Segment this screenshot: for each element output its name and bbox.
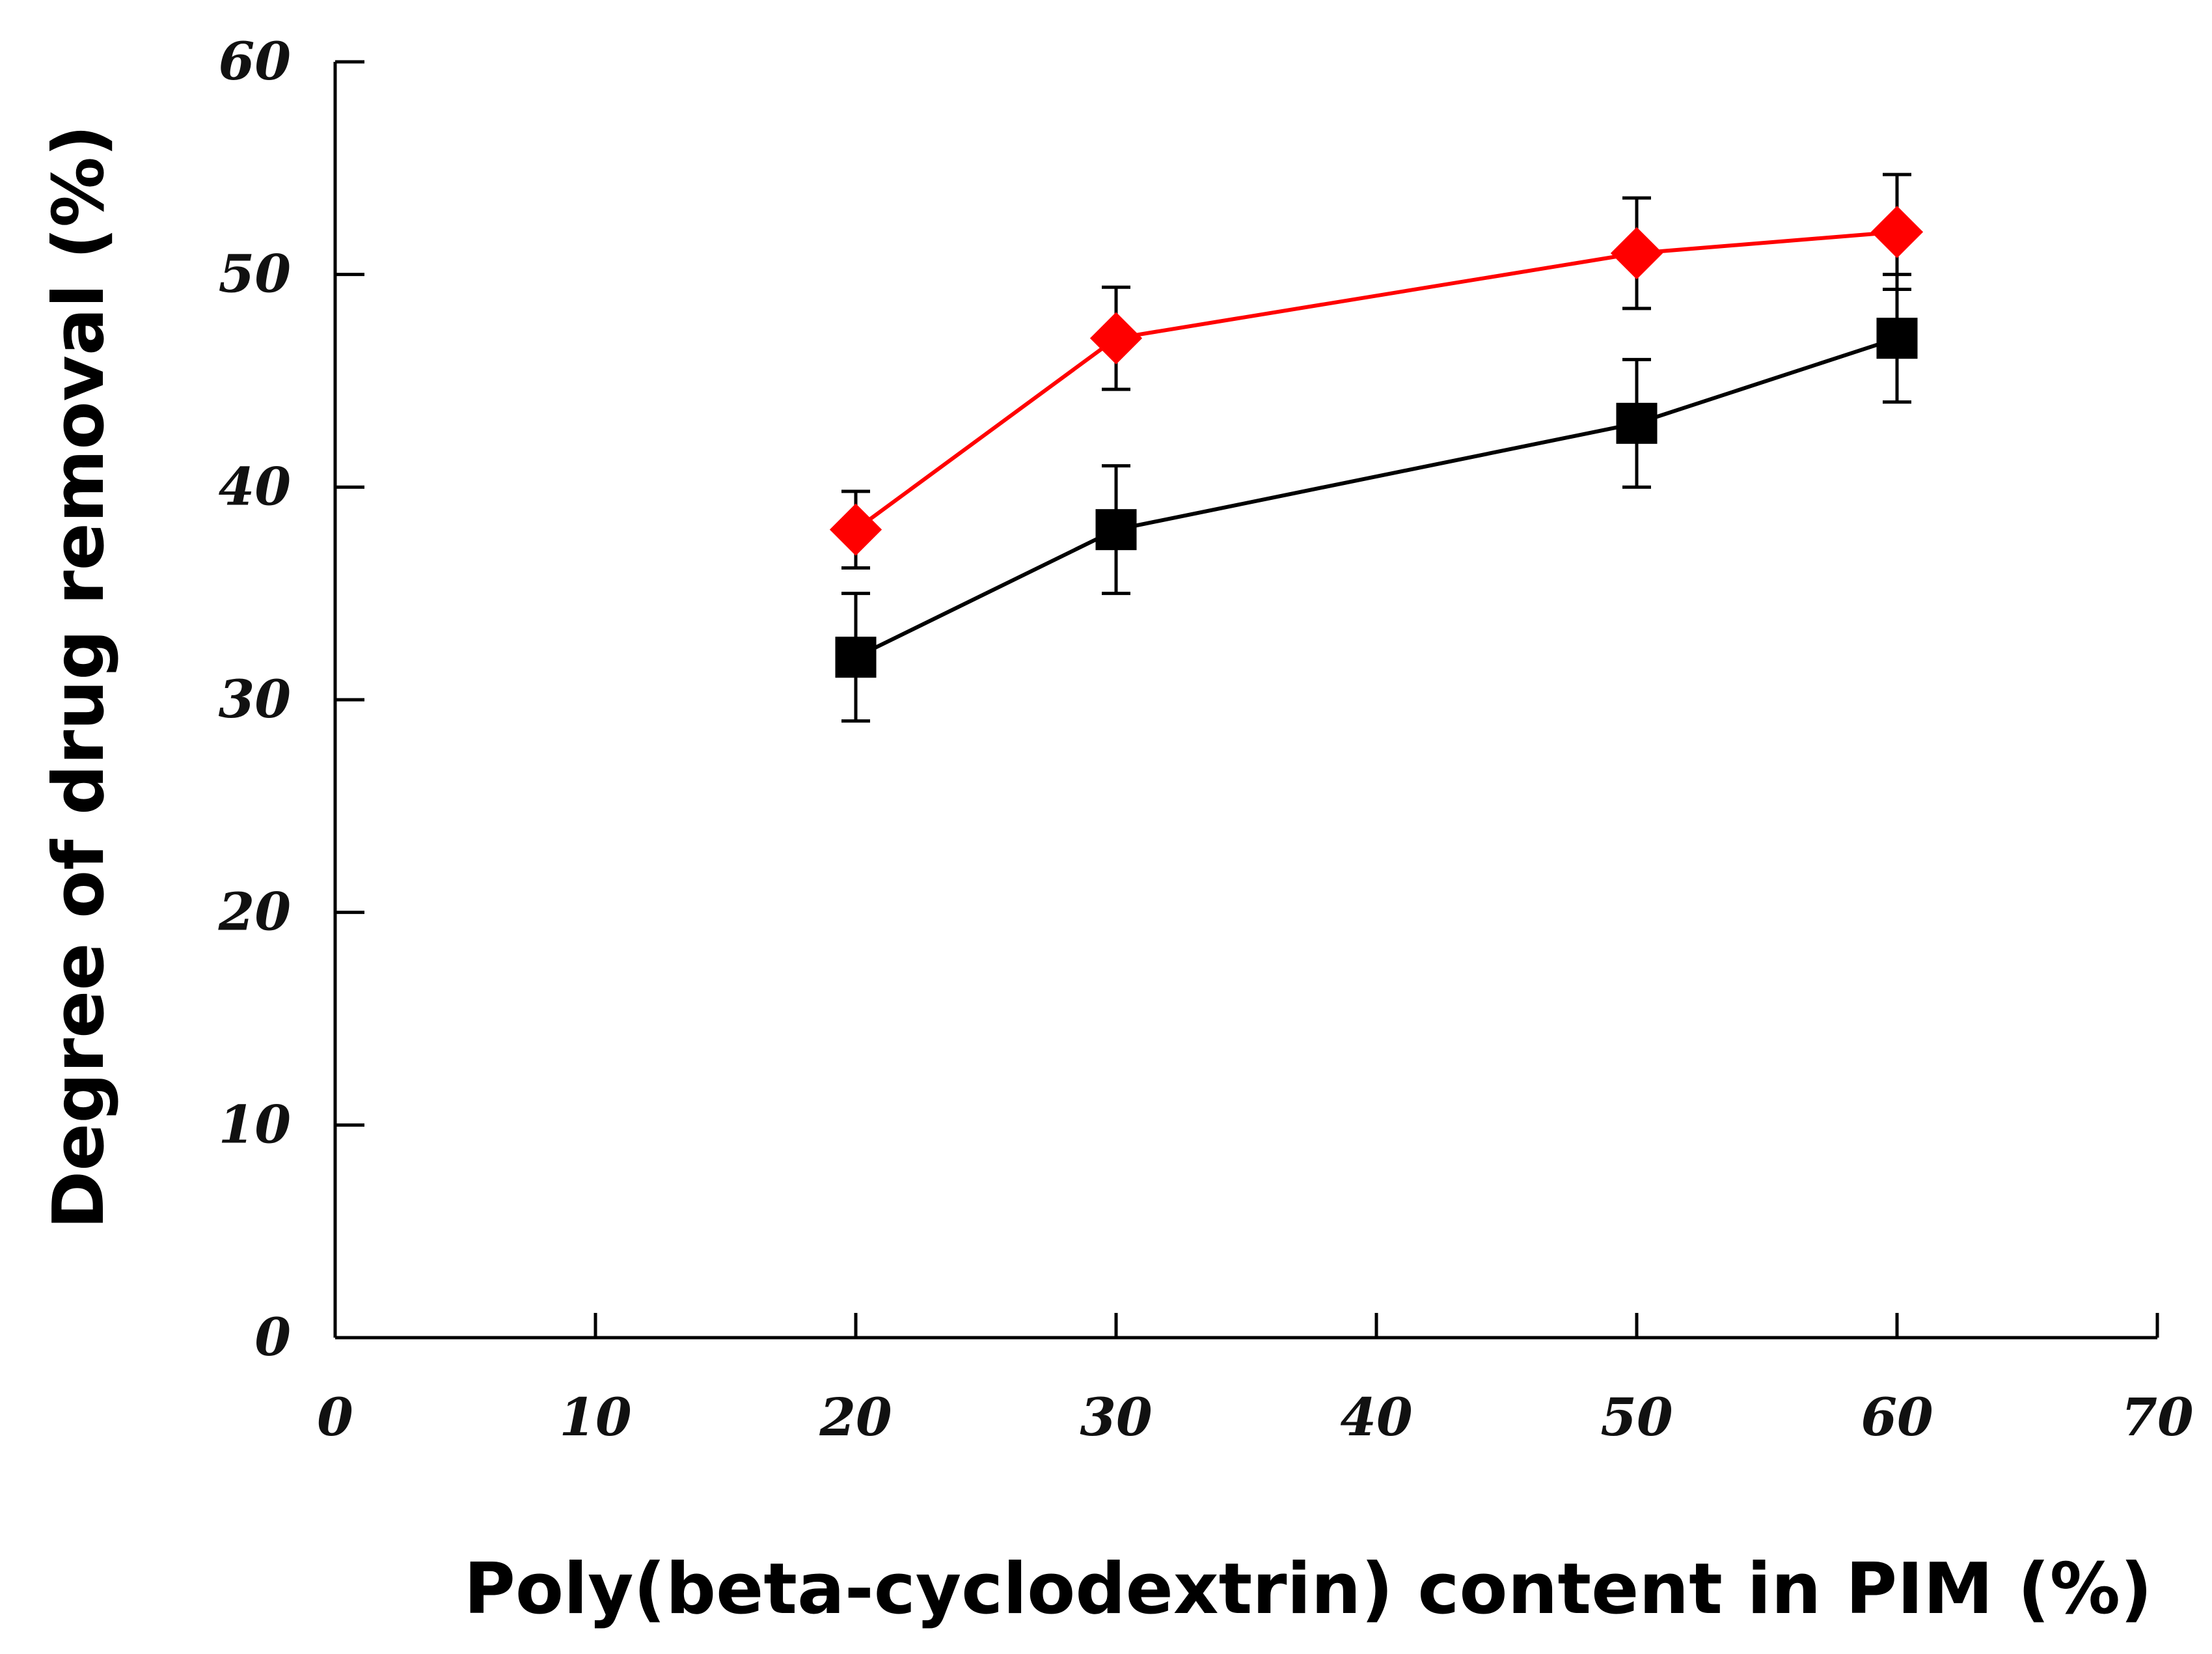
data-point-diamond	[829, 503, 882, 556]
y-axis-title: Degree of drug removal (%)	[38, 125, 120, 1230]
data-point-diamond	[1870, 206, 1924, 258]
x-axis-title: Poly(beta-cyclodextrin) content in PIM (…	[464, 1549, 2153, 1630]
y-tick-label: 10	[219, 1094, 291, 1155]
data-point-square	[1876, 318, 1918, 359]
x-tick-label: 50	[1600, 1386, 1673, 1448]
series-layer	[829, 172, 1924, 723]
data-point-square	[835, 637, 877, 678]
y-ticks: 0 10 20 30 40 50 60	[218, 31, 364, 1368]
x-tick-label: 70	[2121, 1386, 2193, 1448]
data-point-square	[1095, 509, 1137, 551]
red-diamond-series-line	[854, 230, 1898, 532]
red-diamond-series	[829, 172, 1924, 570]
x-tick-label: 20	[819, 1386, 892, 1448]
y-tick-label: 60	[219, 31, 291, 92]
x-tick-label: 40	[1340, 1386, 1412, 1448]
data-point-square	[1616, 402, 1658, 444]
black-square-series-line	[854, 336, 1898, 659]
black-square-series	[835, 273, 1918, 723]
y-tick-label: 30	[219, 668, 291, 730]
data-point-diamond	[1610, 227, 1663, 280]
x-tick-label: 30	[1080, 1386, 1152, 1448]
y-tick-label: 20	[218, 881, 291, 943]
x-tick-label: 60	[1861, 1386, 1933, 1448]
y-tick-label: 40	[219, 456, 291, 517]
x-ticks: 0 10 20 30 40 50 60 70	[317, 1313, 2194, 1448]
y-tick-label: 50	[219, 243, 291, 305]
data-point-diamond	[1089, 312, 1143, 365]
x-tick-label: 10	[559, 1386, 631, 1448]
x-tick-label: 0	[317, 1386, 353, 1448]
axes	[333, 62, 2157, 1340]
y-tick-label: 0	[254, 1306, 291, 1368]
